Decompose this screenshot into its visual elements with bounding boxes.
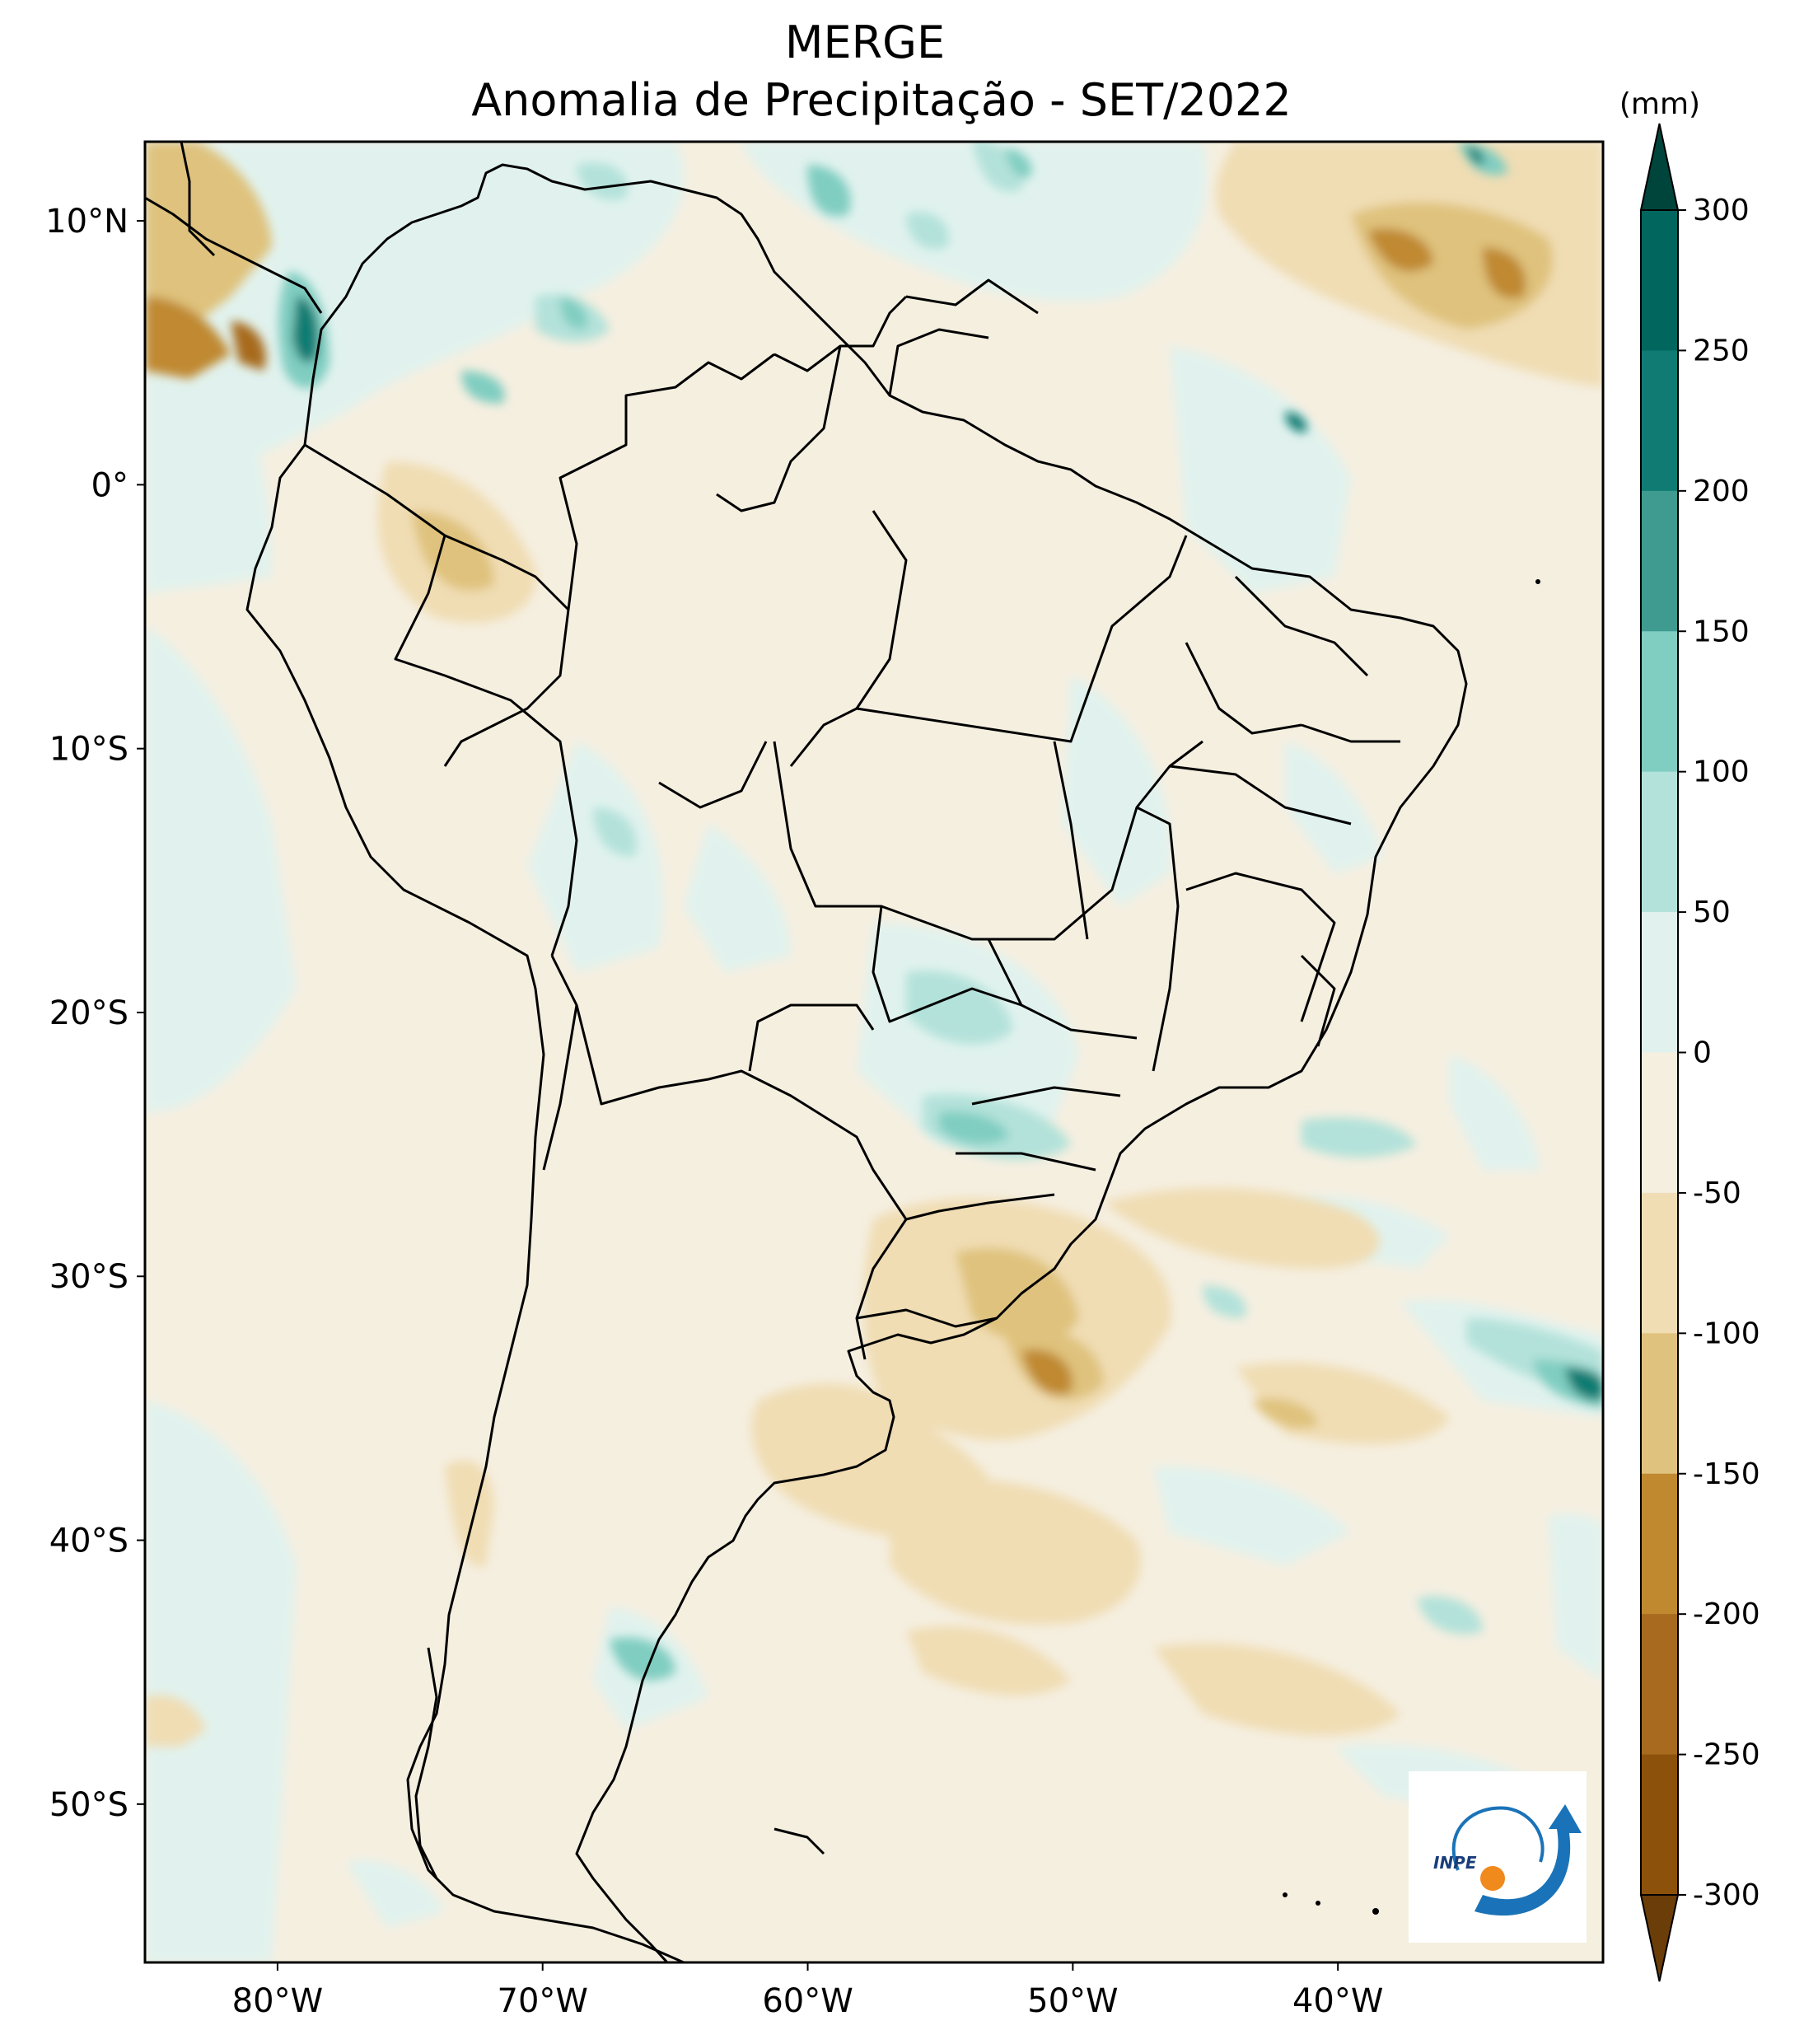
lat-label: 10°N [45, 203, 129, 241]
inpe-logo: INPE [1409, 1771, 1587, 1943]
colorbar-segment [1641, 771, 1678, 913]
colorbar-segments [1639, 123, 1680, 1982]
lat-label: 50°S [49, 1786, 129, 1824]
colorbar-label: -250 [1693, 1738, 1760, 1772]
map-title: MERGE [784, 16, 946, 68]
colorbar-label: -150 [1693, 1457, 1760, 1491]
map-subtitle: Anomalia de Precipitação - SET/2022 [471, 74, 1292, 126]
lon-label: 70°W [498, 1982, 588, 2020]
colorbar-segment [1641, 490, 1678, 632]
colorbar-unit: (mm) [1619, 87, 1700, 121]
colorbar-label: -300 [1693, 1878, 1760, 1912]
colorbar-ticks: 300 250 200 150 100 50 0 -50 -100 -150 -200 -250 -30… [1678, 194, 1760, 1912]
colorbar-segment [1641, 1333, 1678, 1475]
logo-orbit-icon [1451, 1806, 1545, 1871]
lon-label: 40°W [1292, 1982, 1383, 2020]
map-field [145, 142, 1603, 1962]
islands [1283, 579, 1540, 1915]
lat-label: 0° [91, 466, 129, 504]
colorbar-extend-max [1639, 123, 1680, 211]
colorbar-label: 50 [1693, 896, 1731, 929]
colorbar-label: -100 [1693, 1317, 1760, 1350]
lon-label: 60°W [762, 1982, 853, 2020]
colorbar-segment [1641, 1473, 1678, 1615]
colorbar-label: 0 [1693, 1036, 1712, 1070]
lat-label: 40°S [49, 1522, 129, 1560]
colorbar-segment [1641, 631, 1678, 773]
colorbar-segment [1641, 1614, 1678, 1756]
map-frame [143, 140, 1605, 1964]
wet-anomaly-spots [278, 142, 1603, 1681]
coastlines [145, 142, 1468, 1962]
longitude-labels: 80°W 70°W 60°W 50°W 40°W [232, 1962, 1383, 2020]
colorbar-label: 100 [1693, 755, 1750, 789]
colorbar-segment [1641, 1052, 1678, 1194]
colorbar-segment [1641, 210, 1678, 351]
colorbar-label: 150 [1693, 615, 1750, 648]
dry-anomaly-areas [145, 142, 1603, 1747]
lat-label: 30°S [49, 1258, 129, 1296]
lon-label: 50°W [1027, 1982, 1118, 2020]
colorbar-label: 300 [1693, 194, 1750, 227]
logo-sun-icon [1480, 1866, 1505, 1891]
logo-arrow-icon [1475, 1804, 1582, 1916]
wet-anomaly-light-areas [145, 142, 1603, 1962]
colorbar-segment [1641, 1192, 1678, 1334]
colorbar-label: 200 [1693, 475, 1750, 508]
lon-label: 80°W [232, 1982, 323, 2020]
colorbar-segment [1641, 350, 1678, 492]
latitude-labels: 10°N 0° 10°S 20°S 30°S 40°S 50°S [45, 203, 145, 1824]
colorbar-label: 250 [1693, 334, 1750, 367]
lat-label: 20°S [49, 994, 129, 1032]
lat-label: 10°S [49, 731, 129, 769]
colorbar-label: -200 [1693, 1597, 1760, 1631]
colorbar-segment [1641, 912, 1678, 1053]
logo-text: INPE [1433, 1853, 1477, 1873]
colorbar-segment [1641, 1754, 1678, 1896]
colorbar-label: -50 [1693, 1176, 1741, 1210]
colorbar-extend-min [1639, 1894, 1680, 1982]
